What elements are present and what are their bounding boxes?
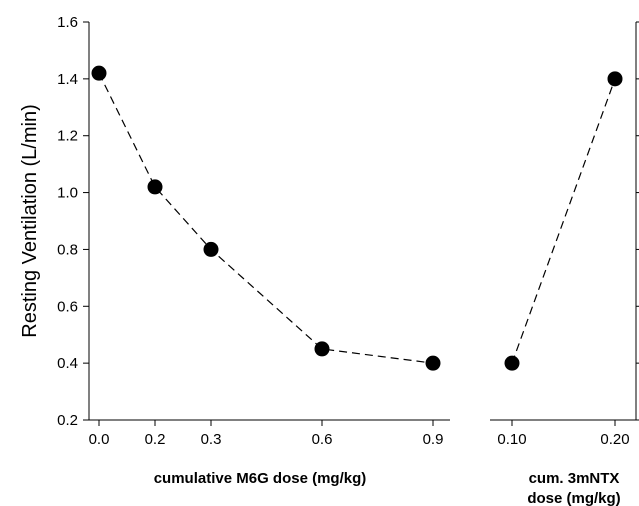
y-axis-label: Resting Ventilation (L/min) [19, 104, 41, 337]
x-axis-label: dose (mg/kg) [527, 490, 620, 506]
chart-points [91, 65, 623, 371]
chart-lines [98, 72, 616, 364]
data-point [314, 341, 330, 357]
data-point [607, 71, 623, 87]
y-tick-label: 0.6 [57, 298, 78, 315]
x-tick-label: 0.3 [201, 431, 222, 448]
x-tick-label: 0.20 [600, 431, 629, 448]
x-axis-label: cum. 3mNTX [529, 470, 620, 487]
x-tick-label: 0.2 [145, 431, 166, 448]
chart-axes [83, 21, 639, 426]
data-point [203, 241, 219, 257]
x-axis-label: cumulative M6G dose (mg/kg) [154, 470, 367, 487]
data-point [425, 355, 441, 371]
chart-labels: 0.2 0.4 0.6 0.8 1.0 1.2 1.4 1.6 Resting Ventilat… [19, 14, 630, 506]
x-tick-label: 0.9 [423, 431, 444, 448]
y-tick-label: 1.6 [57, 14, 78, 31]
y-tick-label: 1.4 [57, 71, 78, 88]
y-tick-label: 0.8 [57, 241, 78, 258]
y-tick-label: 1.0 [57, 185, 78, 202]
x-tick-label: 0.0 [89, 431, 110, 448]
data-point [91, 65, 107, 81]
x-tick-label: 0.10 [497, 431, 526, 448]
y-tick-label: 1.2 [57, 128, 78, 145]
y-tick-label: 0.4 [57, 355, 78, 372]
data-point [147, 179, 163, 195]
series-line [98, 72, 434, 364]
x-tick-label: 0.6 [312, 431, 333, 448]
y-tick-label: 0.2 [57, 412, 78, 429]
data-point [504, 355, 520, 371]
series-line [511, 78, 616, 364]
